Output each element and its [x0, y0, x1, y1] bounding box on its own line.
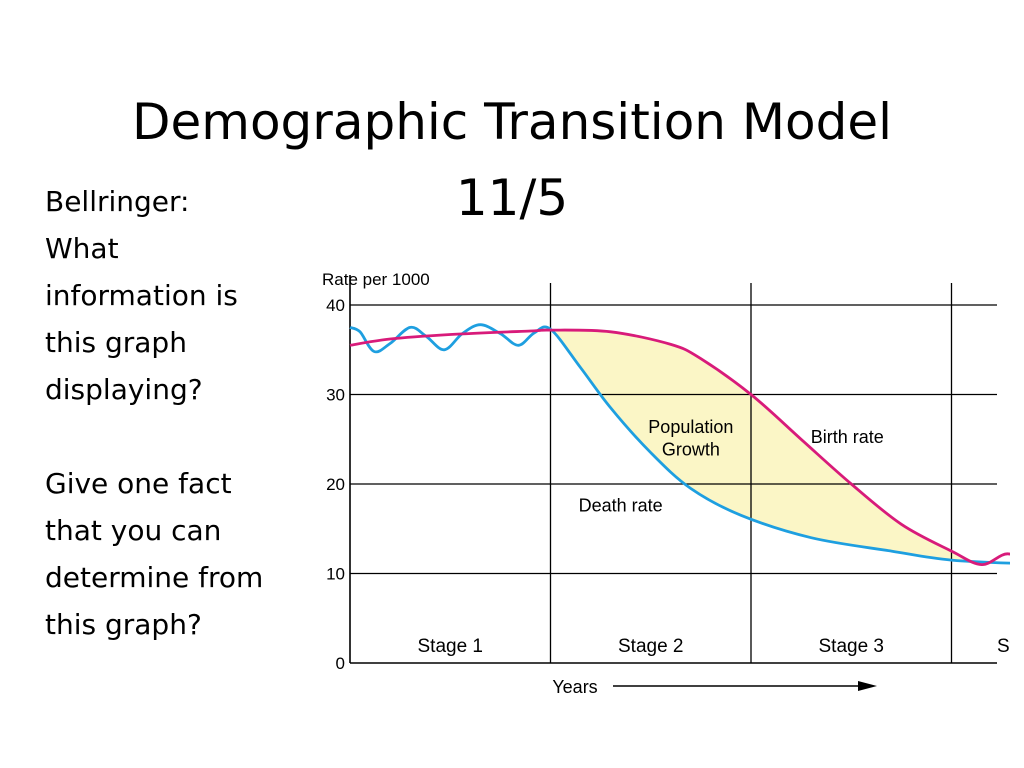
annotation-2: Birth rate — [811, 427, 884, 447]
prompt-line: displaying? — [45, 373, 203, 406]
prompt-gap — [45, 413, 315, 460]
y-tick-label-40: 40 — [326, 296, 345, 315]
prompt-line: this graph — [45, 326, 187, 359]
y-axis-label: Rate per 1000 — [322, 270, 430, 289]
prompt-line: Bellringer: — [45, 185, 190, 218]
y-tick-label-10: 10 — [326, 565, 345, 584]
years-arrow-head — [858, 681, 877, 691]
slide-title-line1: Demographic Transition Model — [131, 93, 892, 151]
prompt-line: What — [45, 232, 119, 265]
question-line: this graph? — [45, 608, 202, 641]
annotation-3: Death rate — [579, 496, 663, 516]
population-growth-area — [550, 329, 982, 565]
question-line: that you can — [45, 514, 222, 547]
y-tick-label-30: 30 — [326, 386, 345, 405]
bellringer-prompt: Bellringer: What information is this gra… — [45, 178, 315, 648]
question-line: determine from — [45, 561, 264, 594]
slide-title: Demographic Transition Model 11/5 — [0, 84, 1024, 236]
y-tick-label-20: 20 — [326, 475, 345, 494]
demographic-transition-chart: 0 10 20 30 40 Rate per 1000 Stage 1 Stage 2 Stag… — [322, 270, 1010, 697]
stage-label-2: Stage 2 — [618, 636, 684, 657]
question-line: Give one fact — [45, 467, 232, 500]
birth-rate-line — [349, 328, 1010, 566]
x-axis-label: Years — [552, 677, 597, 697]
stage-label-1: Stage 1 — [418, 636, 484, 657]
stage-label-3: Stage 3 — [819, 636, 885, 657]
stage-label-4: Stage 4 — [997, 636, 1010, 657]
prompt-line: information is — [45, 279, 238, 312]
annotation-0: Population — [648, 417, 733, 437]
y-tick-label-0: 0 — [336, 654, 345, 673]
annotation-1: Growth — [662, 439, 720, 459]
slide-title-line2: 11/5 — [455, 169, 569, 227]
